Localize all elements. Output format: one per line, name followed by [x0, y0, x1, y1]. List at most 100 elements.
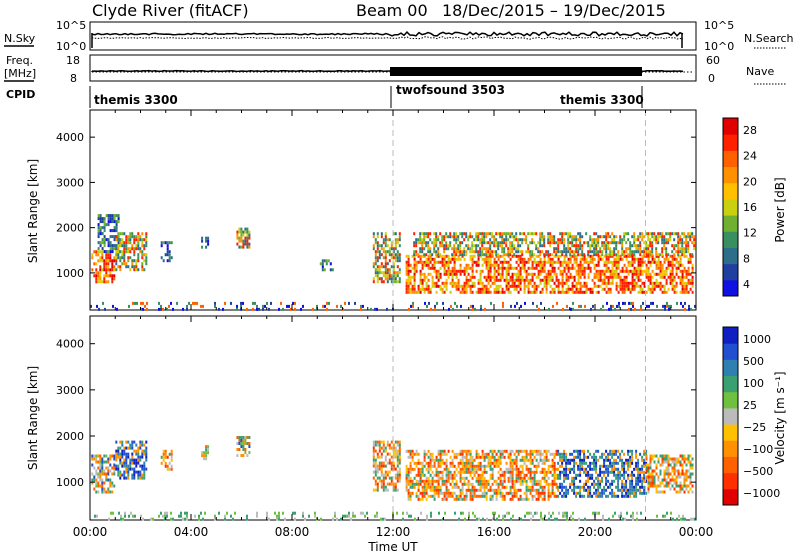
- y-tick-label: 3000: [56, 176, 84, 189]
- colorbar-label: Velocity [m s⁻¹]: [773, 371, 787, 464]
- colorbar-swatch: [723, 343, 738, 360]
- colorbar-tick-label: 28: [743, 124, 757, 137]
- nsky-label: N.Sky: [4, 32, 36, 45]
- echo-region: [557, 449, 648, 498]
- y-tick-label: 1000: [56, 267, 84, 280]
- echo-region: [236, 227, 251, 249]
- colorbar-swatch: [723, 279, 738, 297]
- colorbar-tick-label: 20: [743, 175, 757, 188]
- colorbar-tick-label: 16: [743, 201, 757, 214]
- colorbar-swatch: [723, 456, 738, 474]
- colorbar-swatch: [723, 359, 738, 377]
- nsearch-label: N.Search: [744, 32, 794, 45]
- nsearch-trace: [91, 36, 684, 40]
- plot-title: Clyde River (fitACF): [92, 1, 249, 20]
- colorbar-swatch: [723, 231, 738, 248]
- colorbar-tick-label: −1000: [743, 487, 780, 500]
- freq-tick-low: 8: [70, 72, 77, 85]
- colorbar-swatch: [723, 440, 738, 457]
- y-tick-label: 4000: [56, 131, 84, 144]
- time-axis: 00:00 04:00 08:00 12:00 16:00 20:00 00:00: [73, 525, 714, 539]
- echo-region: [94, 511, 696, 521]
- freq-label: Freq.: [6, 54, 33, 67]
- velocity-colorbar: 1000 500 100 25 −25 −100 −500 −1000 Velocity [m …: [722, 326, 787, 506]
- colorbar-swatch: [723, 375, 738, 393]
- colorbar-tick-label: 25: [743, 399, 757, 412]
- cpid-segment-2: twofsound 3503: [396, 83, 505, 97]
- colorbar-swatch: [723, 263, 738, 281]
- colorbar-tick-label: 500: [743, 355, 764, 368]
- y-tick-label: 3000: [56, 384, 84, 397]
- cpid-segment-3: themis 3300: [560, 93, 644, 107]
- sky-tick-high: 10^5: [56, 19, 86, 32]
- x-tick-label: 00:00: [73, 525, 108, 539]
- colorbar-tick-label: 1000: [743, 333, 771, 346]
- echo-region: [645, 454, 694, 494]
- cpid-segment-1: themis 3300: [94, 93, 178, 107]
- colorbar-tick-label: 100: [743, 377, 764, 390]
- x-tick-label: 16:00: [477, 525, 512, 539]
- colorbar-tick-label: −500: [743, 465, 773, 478]
- colorbar-tick-label: −25: [743, 421, 766, 434]
- nsky-panel: N.Sky 10^5 10^0 10^5 10^0 N.Search: [4, 19, 794, 53]
- echo-region: [413, 232, 696, 257]
- search-tick-low: 10^0: [704, 40, 734, 53]
- echo-region: [319, 259, 334, 272]
- colorbar-swatch: [723, 118, 738, 135]
- power-panel: 1000 2000 3000 4000 Slant Range [km]: [26, 109, 697, 311]
- date-range: 18/Dec/2015 – 19/Dec/2015: [442, 1, 666, 20]
- colorbar-label: Power [dB]: [773, 177, 787, 242]
- colorbar-swatch: [723, 327, 738, 344]
- echo-region: [160, 241, 173, 263]
- velocity-ylabel: Slant Range [km]: [26, 366, 40, 470]
- nave-tick-low: 0: [708, 72, 715, 85]
- nave-tick-high: 60: [706, 54, 720, 67]
- colorbar-tick-label: 24: [743, 150, 757, 163]
- sky-tick-low: 10^0: [56, 40, 86, 53]
- colorbar-swatch: [723, 134, 738, 151]
- nave-label: Nave: [746, 65, 774, 78]
- beam-label: Beam 00: [356, 1, 428, 20]
- colorbar-tick-label: 12: [743, 227, 757, 240]
- colorbar-swatch: [723, 182, 738, 200]
- y-tick-label: 2000: [56, 430, 84, 443]
- echo-region: [115, 232, 148, 272]
- cpid-label: CPID: [6, 88, 35, 101]
- colorbar-tick-label: −100: [743, 443, 773, 456]
- echo-region: [405, 449, 558, 501]
- velocity-panel: 1000 2000 3000 4000 Slant Range [km]: [26, 315, 697, 521]
- y-tick-label: 2000: [56, 222, 84, 235]
- echo-region: [91, 454, 116, 494]
- y-tick-label: 1000: [56, 476, 84, 489]
- power-ylabel: Slant Range [km]: [26, 159, 40, 263]
- velocity-axes: 1000 2000 3000 4000: [56, 316, 697, 520]
- echo-region: [201, 236, 210, 249]
- colorbar-swatch: [723, 391, 738, 409]
- freq-panel: Freq. [MHz] 18 8 60 0 Nave: [4, 54, 786, 85]
- x-tick-label: 12:00: [376, 525, 411, 539]
- search-tick-high: 10^5: [704, 19, 734, 32]
- y-tick-label: 4000: [56, 338, 84, 351]
- x-tick-label: 04:00: [174, 525, 209, 539]
- echo-region: [160, 449, 173, 471]
- power-colorbar: 28 24 20 16 12 8 4 Power [dB]: [722, 117, 787, 297]
- power-data: [90, 214, 696, 311]
- colorbar-swatch: [723, 407, 738, 425]
- nsky-trace: [91, 31, 684, 48]
- cpid-row: CPID themis 3300 twofsound 3503 themis 3…: [6, 83, 644, 108]
- freq-tick-high: 18: [66, 54, 80, 67]
- echo-region: [236, 436, 251, 457]
- echo-region: [201, 445, 210, 461]
- x-tick-label: 00:00: [679, 525, 714, 539]
- colorbar-swatch: [723, 215, 738, 232]
- colorbar-swatch: [723, 166, 738, 184]
- echo-region: [372, 440, 401, 492]
- colorbar-swatch: [723, 150, 738, 168]
- colorbar-swatch: [723, 424, 738, 441]
- echo-region: [90, 301, 696, 311]
- x-tick-label: 08:00: [275, 525, 310, 539]
- echo-region: [115, 440, 148, 480]
- colorbar-tick-label: 4: [743, 278, 750, 291]
- time-axis-label: Time UT: [367, 540, 418, 554]
